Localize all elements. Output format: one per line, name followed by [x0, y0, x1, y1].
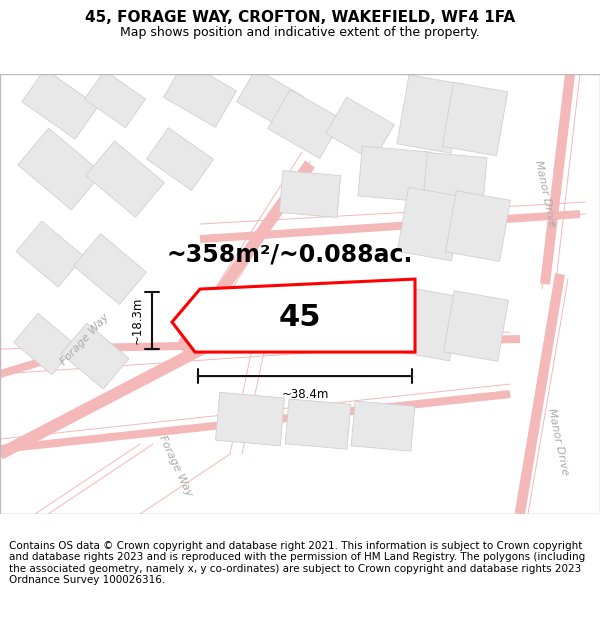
- Text: ~18.3m: ~18.3m: [131, 297, 144, 344]
- Polygon shape: [175, 161, 315, 352]
- Polygon shape: [0, 390, 511, 453]
- Polygon shape: [200, 210, 580, 243]
- Polygon shape: [18, 128, 102, 210]
- Text: Contains OS data © Crown copyright and database right 2021. This information is : Contains OS data © Crown copyright and d…: [9, 541, 585, 586]
- Polygon shape: [30, 335, 520, 353]
- Text: ~38.4m: ~38.4m: [281, 388, 329, 401]
- Polygon shape: [540, 74, 575, 284]
- Polygon shape: [442, 82, 508, 156]
- Polygon shape: [22, 69, 98, 139]
- Polygon shape: [172, 279, 415, 352]
- Polygon shape: [16, 221, 84, 287]
- Polygon shape: [61, 323, 129, 389]
- Polygon shape: [351, 401, 415, 451]
- Text: Map shows position and indicative extent of the property.: Map shows position and indicative extent…: [120, 26, 480, 39]
- Polygon shape: [215, 392, 284, 446]
- Polygon shape: [146, 127, 214, 191]
- Polygon shape: [164, 61, 236, 127]
- Text: 45: 45: [279, 302, 321, 331]
- Text: Forage Way: Forage Way: [59, 311, 111, 367]
- Polygon shape: [279, 171, 341, 217]
- Polygon shape: [14, 314, 76, 374]
- Polygon shape: [285, 399, 351, 449]
- Polygon shape: [74, 234, 146, 304]
- Polygon shape: [515, 273, 565, 515]
- Text: 45, FORAGE WAY, CROFTON, WAKEFIELD, WF4 1FA: 45, FORAGE WAY, CROFTON, WAKEFIELD, WF4 …: [85, 11, 515, 26]
- Polygon shape: [236, 69, 304, 129]
- Polygon shape: [446, 191, 511, 261]
- Text: Manor Drive: Manor Drive: [533, 159, 557, 229]
- Polygon shape: [85, 71, 146, 128]
- Polygon shape: [358, 146, 432, 202]
- Text: Manor Drive: Manor Drive: [546, 408, 570, 476]
- Text: Forage Way: Forage Way: [157, 434, 193, 498]
- Polygon shape: [238, 306, 272, 332]
- Polygon shape: [397, 75, 463, 153]
- Polygon shape: [86, 141, 164, 218]
- Polygon shape: [395, 288, 461, 361]
- Polygon shape: [326, 97, 394, 161]
- Text: ~358m²/~0.088ac.: ~358m²/~0.088ac.: [167, 242, 413, 266]
- Polygon shape: [423, 152, 487, 206]
- Polygon shape: [443, 291, 508, 361]
- Polygon shape: [397, 188, 463, 261]
- Polygon shape: [0, 324, 243, 459]
- Polygon shape: [0, 355, 51, 378]
- Polygon shape: [268, 89, 342, 159]
